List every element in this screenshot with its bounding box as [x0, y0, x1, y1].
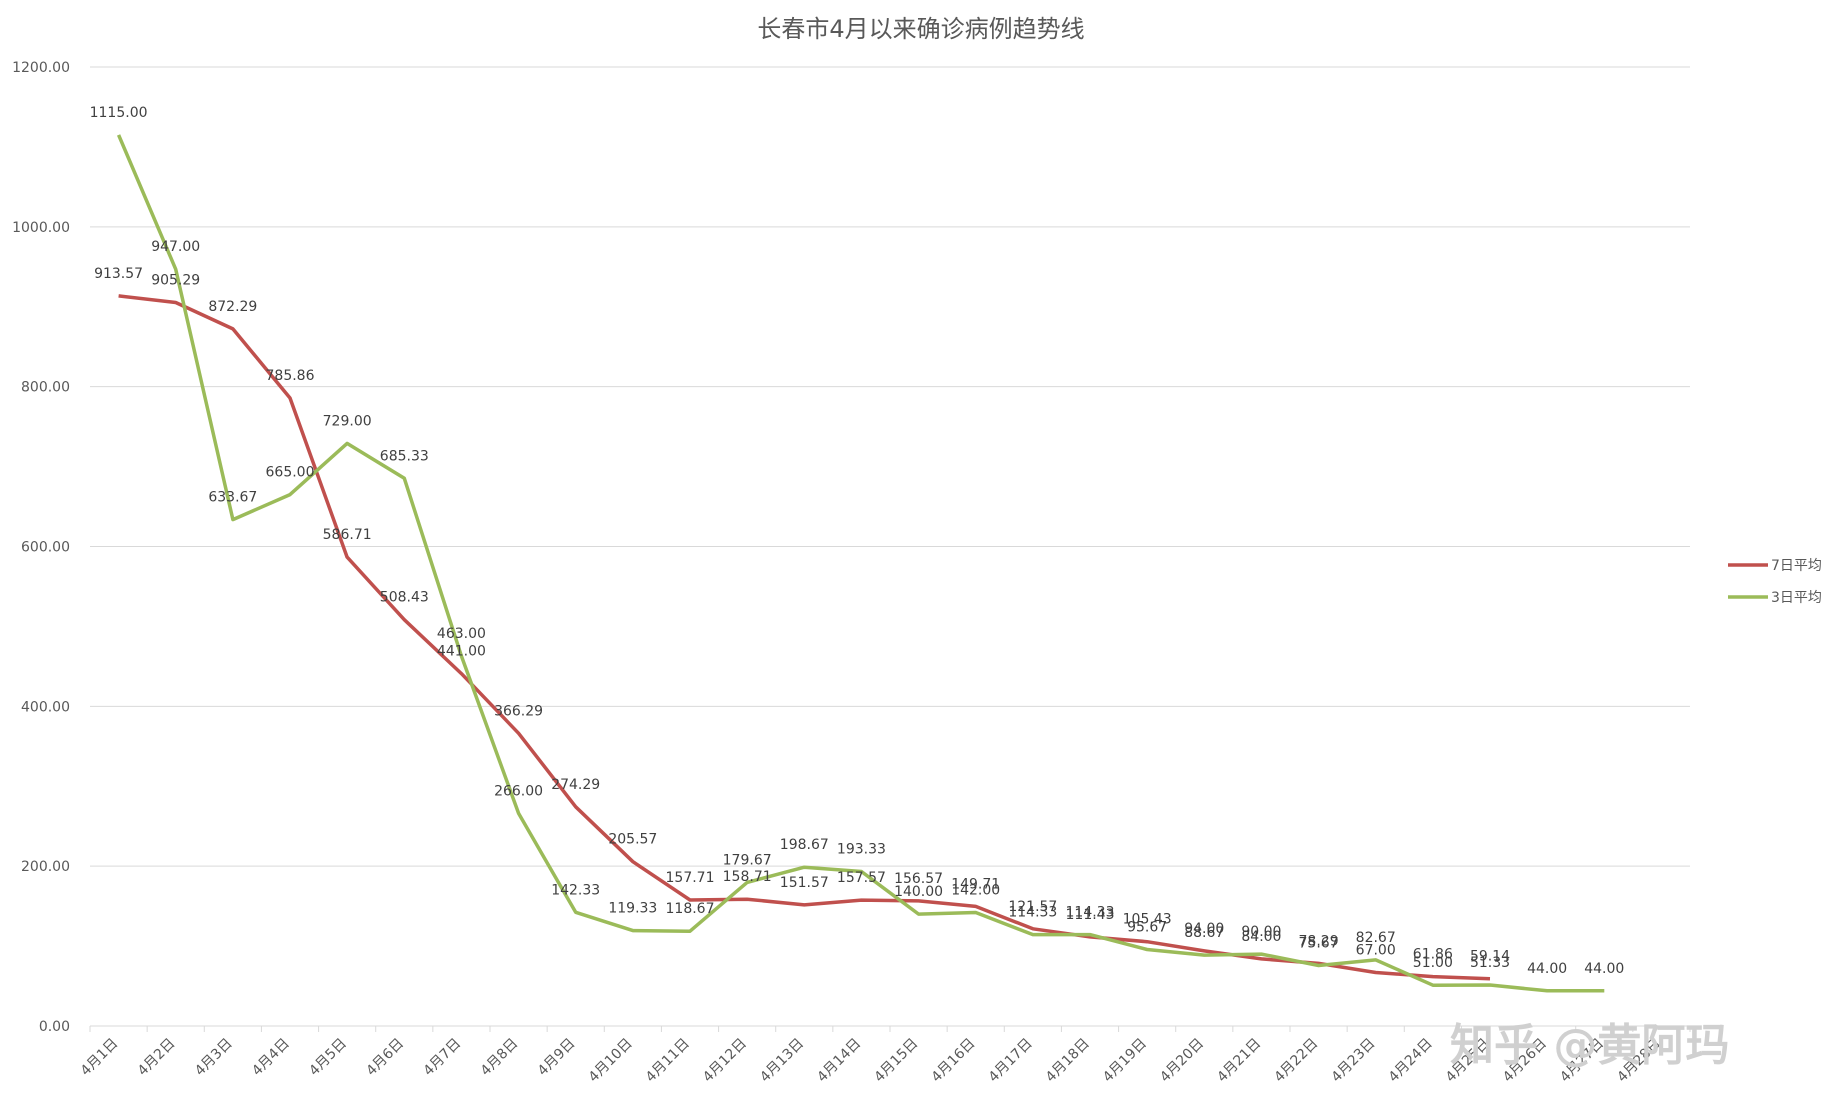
data-label: 51.00 — [1413, 955, 1453, 971]
legend-label: 3日平均 — [1771, 590, 1822, 606]
x-tick-label: 4月4日 — [249, 1036, 293, 1080]
data-label: 78.29 — [1299, 933, 1339, 949]
data-label: 463.00 — [437, 626, 486, 642]
data-label: 121.57 — [1008, 899, 1057, 915]
x-tick-label: 4月5日 — [306, 1036, 350, 1080]
data-label: 729.00 — [323, 413, 372, 429]
y-axis-ticks: 0.00 200.00 400.00 600.00 800.00 1000.00 1200.… — [12, 60, 70, 1035]
data-label: 114.33 — [1008, 905, 1057, 921]
data-label: 156.57 — [894, 871, 943, 887]
data-label: 149.71 — [951, 876, 1000, 892]
gridlines — [89, 66, 1691, 1032]
data-label: 118.67 — [666, 901, 715, 917]
data-label: 193.33 — [837, 841, 886, 857]
x-tick-label: 4月13日 — [757, 1036, 807, 1086]
legend-label: 7日平均 — [1771, 558, 1822, 574]
data-label: 67.00 — [1356, 942, 1396, 958]
data-label: 785.86 — [266, 368, 315, 384]
x-tick-label: 4月23日 — [1329, 1036, 1379, 1086]
data-label: 114.33 — [1066, 905, 1115, 921]
data-label: 59.14 — [1470, 949, 1510, 965]
data-label: 111.43 — [1066, 907, 1115, 923]
x-tick-label: 4月17日 — [986, 1036, 1036, 1086]
x-tick-label: 4月14日 — [814, 1036, 864, 1086]
data-label: 44.00 — [1584, 961, 1624, 977]
x-tick-label: 4月18日 — [1043, 1036, 1093, 1086]
y-tick-label: 600.00 — [21, 540, 70, 556]
data-label: 158.71 — [723, 869, 772, 885]
x-tick-label: 4月9日 — [535, 1036, 579, 1080]
data-label: 157.71 — [666, 870, 715, 886]
data-label: 947.00 — [151, 239, 200, 255]
x-tick-label: 4月8日 — [478, 1036, 522, 1080]
data-label: 82.67 — [1356, 930, 1396, 946]
data-label: 274.29 — [551, 777, 600, 793]
data-label: 586.71 — [323, 527, 372, 543]
data-label: 44.00 — [1527, 961, 1567, 977]
data-label: 90.00 — [1241, 924, 1281, 940]
x-tick-label: 4月6日 — [363, 1036, 407, 1080]
x-tick-label: 4月24日 — [1386, 1036, 1436, 1086]
y-tick-label: 800.00 — [21, 380, 70, 396]
data-labels: 913.57 905.29 872.29 785.86 586.71 508.43 441.… — [90, 105, 1625, 977]
data-label: 142.33 — [551, 882, 600, 898]
data-label: 685.33 — [380, 448, 429, 464]
data-label: 75.67 — [1299, 936, 1339, 952]
data-label: 84.00 — [1241, 929, 1281, 945]
data-label: 198.67 — [780, 837, 829, 853]
data-label: 157.57 — [837, 870, 886, 886]
watermark-text: 知乎 @黄阿玛 — [1450, 1020, 1729, 1071]
y-tick-label: 200.00 — [21, 859, 70, 875]
x-tick-label: 4月15日 — [871, 1036, 921, 1086]
legend: 7日平均 3日平均 — [1728, 558, 1822, 606]
data-label: 140.00 — [894, 884, 943, 900]
series-line — [116, 134, 1605, 993]
x-tick-label: 4月11日 — [643, 1036, 693, 1086]
data-label: 913.57 — [94, 266, 143, 282]
x-tick-label: 4月12日 — [700, 1036, 750, 1086]
y-tick-label: 1200.00 — [12, 60, 70, 76]
data-label: 633.67 — [208, 490, 257, 506]
data-label: 105.43 — [1123, 912, 1172, 928]
data-label: 441.00 — [437, 644, 486, 660]
data-label: 95.67 — [1127, 920, 1167, 936]
y-tick-label: 0.00 — [39, 1019, 70, 1035]
x-tick-label: 4月21日 — [1214, 1036, 1264, 1086]
data-label: 179.67 — [723, 852, 772, 868]
data-label: 266.00 — [494, 783, 543, 799]
data-label: 508.43 — [380, 590, 429, 606]
x-tick-label: 4月20日 — [1157, 1036, 1207, 1086]
data-label: 366.29 — [494, 703, 543, 719]
data-label: 872.29 — [208, 299, 257, 315]
x-axis-ticks: 4月1日 4月2日 4月3日 4月4日 4月5日 4月6日 4月7日 4月8日 4月9日 4月10… — [78, 1036, 1665, 1086]
series-line — [118, 294, 1491, 981]
x-tick-label: 4月22日 — [1271, 1036, 1321, 1086]
y-tick-label: 400.00 — [21, 699, 70, 715]
x-tick-label: 4月16日 — [929, 1036, 979, 1086]
x-tick-label: 4月2日 — [135, 1036, 179, 1080]
data-label: 151.57 — [780, 875, 829, 891]
data-label: 905.29 — [151, 273, 200, 289]
data-label: 142.00 — [951, 883, 1000, 899]
data-label: 61.86 — [1413, 947, 1453, 963]
chart-title: 长春市4月以来确诊病例趋势线 — [757, 15, 1084, 43]
data-label: 51.33 — [1470, 955, 1510, 971]
data-label: 665.00 — [266, 465, 315, 481]
data-label: 88.67 — [1184, 925, 1224, 941]
x-tick-label: 4月10日 — [586, 1036, 636, 1086]
series-lines — [116, 134, 1605, 993]
data-label: 94.00 — [1184, 921, 1224, 937]
x-tick-label: 4月3日 — [192, 1036, 236, 1080]
data-label: 1115.00 — [90, 105, 148, 121]
x-tick-label: 4月7日 — [421, 1036, 465, 1080]
y-tick-label: 1000.00 — [12, 220, 70, 236]
data-label: 205.57 — [608, 832, 657, 848]
x-tick-label: 4月19日 — [1100, 1036, 1150, 1086]
data-label: 119.33 — [608, 901, 657, 917]
x-tick-label: 4月1日 — [78, 1036, 122, 1080]
